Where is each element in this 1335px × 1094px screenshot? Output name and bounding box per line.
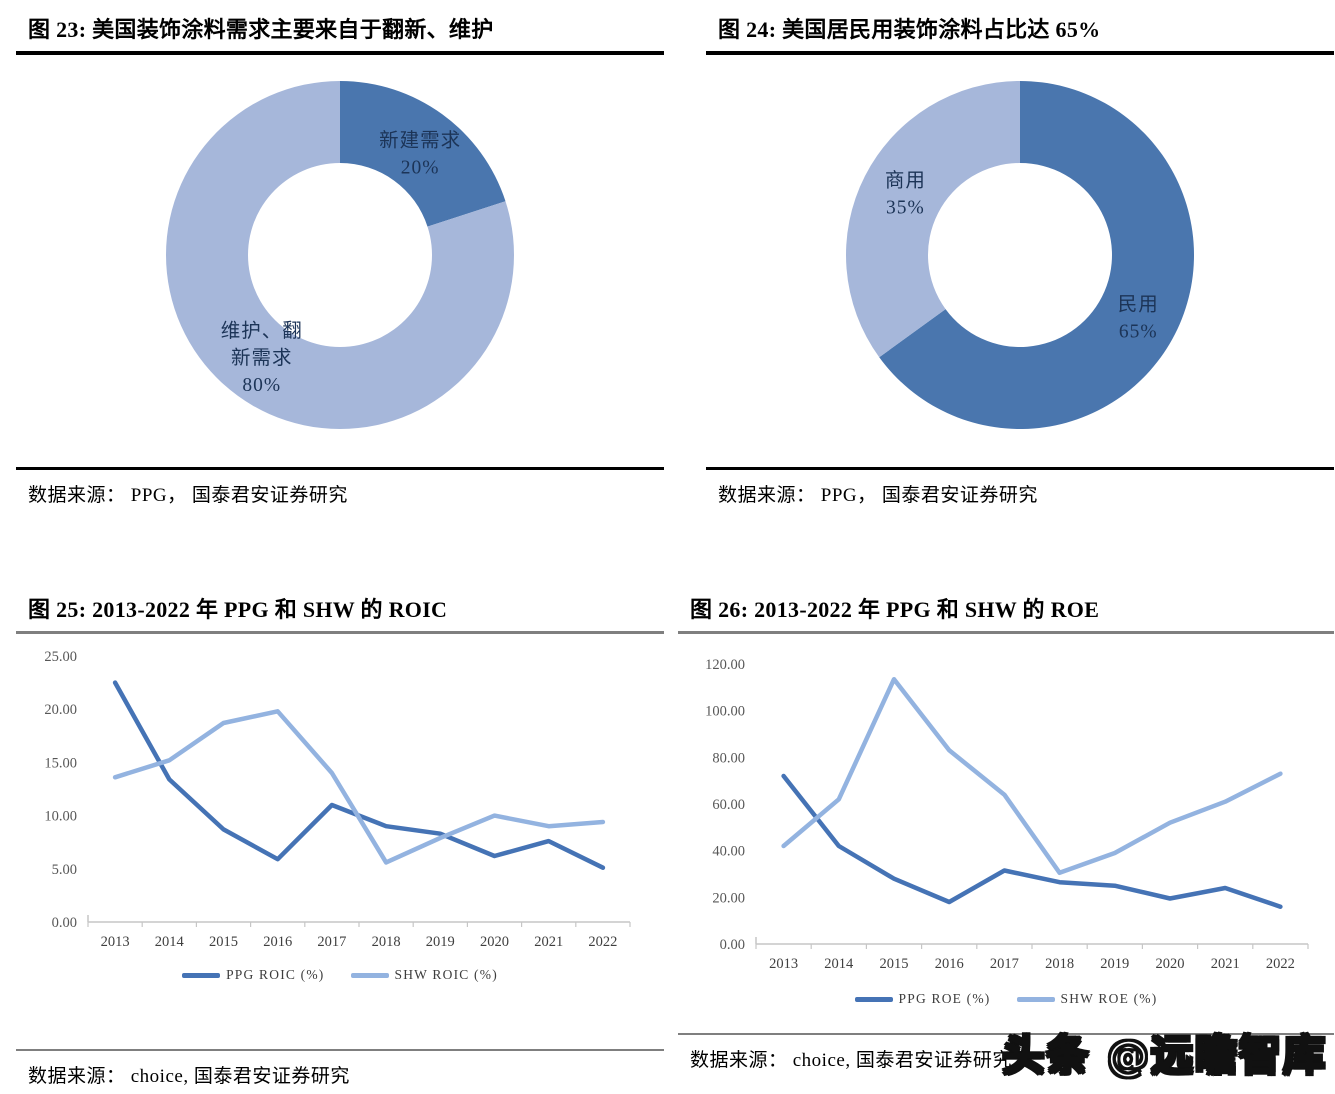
- chart-legend: PPG ROE (%) SHW ROE (%): [678, 991, 1334, 1007]
- x-axis-tick-label: 2021: [1211, 956, 1240, 972]
- figure-25-panel: 图 25: 2013-2022 年 PPG 和 SHW 的 ROIC 0.00 5…: [16, 586, 664, 1088]
- y-axis-tick-label: 100.00: [705, 704, 745, 720]
- spacer: [16, 983, 664, 1041]
- x-axis-tick-label: 2022: [588, 934, 617, 950]
- donut-slice-维护、翻新需求: [165, 80, 514, 429]
- chart-legend: PPG ROIC (%) SHW ROIC (%): [16, 967, 664, 983]
- figure-23-source-divider: 数据来源： PPG， 国泰君安证券研究: [16, 467, 664, 507]
- x-axis-tick-label: 2017: [317, 934, 346, 950]
- y-axis-tick-label: 120.00: [705, 657, 745, 673]
- figure-26-title: 图 26: 2013-2022 年 PPG 和 SHW 的 ROE: [678, 586, 1334, 634]
- roic-line-chart: 0.00 5.00 10.00 15.00 20.00 25.00 2013 2014 2015…: [16, 642, 664, 983]
- y-axis-tick-label: 40.00: [712, 844, 745, 860]
- line-chart-svg: 0.00 20.00 40.00 60.00 80.00 100.00 120.00 2013…: [705, 657, 1309, 972]
- figure-26-source-text: 数据来源： choice, 国泰君安证券研究: [690, 1050, 1012, 1071]
- figure-23-chart-area: 新建需求 20% 维护、翻新需求 80%: [16, 55, 664, 459]
- donut-slice-label: 商用 35%: [885, 169, 926, 218]
- legend-label: SHW ROIC (%): [394, 967, 498, 982]
- legend-line-swatch: [182, 972, 221, 978]
- donut-slice-新建需求: [340, 80, 506, 227]
- x-axis-tick-label: 2013: [101, 934, 130, 950]
- figure-26-chart-area: 0.00 20.00 40.00 60.00 80.00 100.00 120.00 2013…: [678, 634, 1334, 1007]
- watermark: 头条 @远瞻智库: [1001, 1030, 1327, 1081]
- x-axis-tick-label: 2018: [1045, 956, 1074, 972]
- x-axis-tick-label: 2019: [426, 934, 455, 950]
- series-line-PPG ROE (%): [781, 773, 1283, 909]
- legend-line-swatch: [1016, 996, 1055, 1002]
- figure-23-title: 图 23: 美国装饰涂料需求主要来自于翻新、维护: [16, 6, 664, 55]
- donut-svg: 民用 65% 商用 35%: [846, 80, 1195, 429]
- y-axis-tick-label: 20.00: [44, 702, 77, 718]
- legend-line-swatch: [350, 972, 389, 978]
- figure-26-source-divider: 数据来源： choice, 国泰君安证券研究: [678, 1033, 1334, 1072]
- series-line-SHW ROIC (%): [112, 709, 606, 865]
- y-axis-tick-label: 60.00: [712, 797, 745, 813]
- x-axis-tick-label: 2014: [155, 934, 185, 950]
- series-line-PPG ROIC (%): [112, 680, 606, 870]
- y-axis-tick-label: 25.00: [44, 649, 77, 665]
- figure-26-panel: 图 26: 2013-2022 年 PPG 和 SHW 的 ROE 0.00 20…: [678, 586, 1334, 1072]
- y-axis-tick-label: 0.00: [720, 937, 745, 953]
- x-axis-tick-label: 2017: [990, 956, 1019, 972]
- series-line-SHW ROE (%): [781, 676, 1283, 876]
- legend-item: SHW ROIC (%): [350, 967, 498, 983]
- figure-24-source-text: 数据来源： PPG， 国泰君安证券研究: [718, 485, 1038, 506]
- figure-24-source-divider: 数据来源： PPG， 国泰君安证券研究: [706, 467, 1334, 507]
- donut-slice-民用: [879, 80, 1195, 429]
- legend-line-swatch: [854, 996, 893, 1002]
- y-axis-tick-label: 5.00: [52, 862, 77, 878]
- donut-slice-商用: [846, 80, 1020, 357]
- figure-25-source-divider: 数据来源： choice, 国泰君安证券研究: [16, 1049, 664, 1088]
- figure-23-source-text: 数据来源： PPG， 国泰君安证券研究: [28, 485, 348, 506]
- legend-label: SHW ROE (%): [1060, 991, 1158, 1006]
- donut-slice-label: 新建需求 20%: [379, 129, 461, 178]
- legend-item: SHW ROE (%): [1016, 991, 1158, 1007]
- x-axis-tick-label: 2020: [480, 934, 509, 950]
- x-axis-tick-label: 2016: [935, 956, 964, 972]
- figure-24-donut-chart: 民用 65% 商用 35%: [838, 73, 1202, 442]
- x-axis-tick-label: 2018: [372, 934, 401, 950]
- y-axis-tick-label: 10.00: [44, 809, 77, 825]
- legend-label: PPG ROE (%): [898, 991, 991, 1006]
- y-axis-tick-label: 20.00: [712, 890, 745, 906]
- x-axis-tick-label: 2020: [1156, 956, 1185, 972]
- x-axis-tick-label: 2013: [769, 956, 798, 972]
- donut-svg: 新建需求 20% 维护、翻新需求 80%: [165, 80, 514, 429]
- figure-24-chart-area: 民用 65% 商用 35%: [706, 55, 1334, 459]
- y-axis-tick-label: 80.00: [712, 750, 745, 766]
- y-axis-tick-label: 0.00: [52, 915, 77, 931]
- roe-line-chart: 0.00 20.00 40.00 60.00 80.00 100.00 120.00 2013…: [678, 648, 1334, 1007]
- figure-23-panel: 图 23: 美国装饰涂料需求主要来自于翻新、维护 新建需求 20% 维护、翻新需求 8…: [16, 6, 664, 507]
- figure-23-donut-chart: 新建需求 20% 维护、翻新需求 80%: [158, 73, 522, 442]
- x-axis-tick-label: 2021: [534, 934, 563, 950]
- legend-label: PPG ROIC (%): [226, 967, 325, 982]
- line-chart-svg: 0.00 5.00 10.00 15.00 20.00 25.00 2013 2014 2015…: [44, 649, 631, 950]
- donut-slice-label: 民用 65%: [1118, 294, 1159, 342]
- figure-25-source-text: 数据来源： choice, 国泰君安证券研究: [28, 1066, 350, 1087]
- legend-item: PPG ROE (%): [854, 991, 991, 1007]
- figure-25-title: 图 25: 2013-2022 年 PPG 和 SHW 的 ROIC: [16, 586, 664, 634]
- x-axis-tick-label: 2019: [1100, 956, 1129, 972]
- x-axis-tick-label: 2022: [1266, 956, 1295, 972]
- legend-item: PPG ROIC (%): [182, 967, 324, 983]
- figure-24-panel: 图 24: 美国居民用装饰涂料占比达 65% 民用 65% 商用 35% 数据来源： …: [706, 6, 1334, 507]
- x-axis-tick-label: 2016: [263, 934, 292, 950]
- x-axis-tick-label: 2015: [880, 956, 909, 972]
- y-axis-tick-label: 15.00: [44, 755, 77, 771]
- x-axis-tick-label: 2015: [209, 934, 238, 950]
- figure-25-chart-area: 0.00 5.00 10.00 15.00 20.00 25.00 2013 2014 2015…: [16, 634, 664, 983]
- x-axis-tick-label: 2014: [824, 956, 854, 972]
- donut-slice-label: 维护、翻新需求 80%: [221, 319, 303, 395]
- figure-24-title: 图 24: 美国居民用装饰涂料占比达 65%: [706, 6, 1334, 55]
